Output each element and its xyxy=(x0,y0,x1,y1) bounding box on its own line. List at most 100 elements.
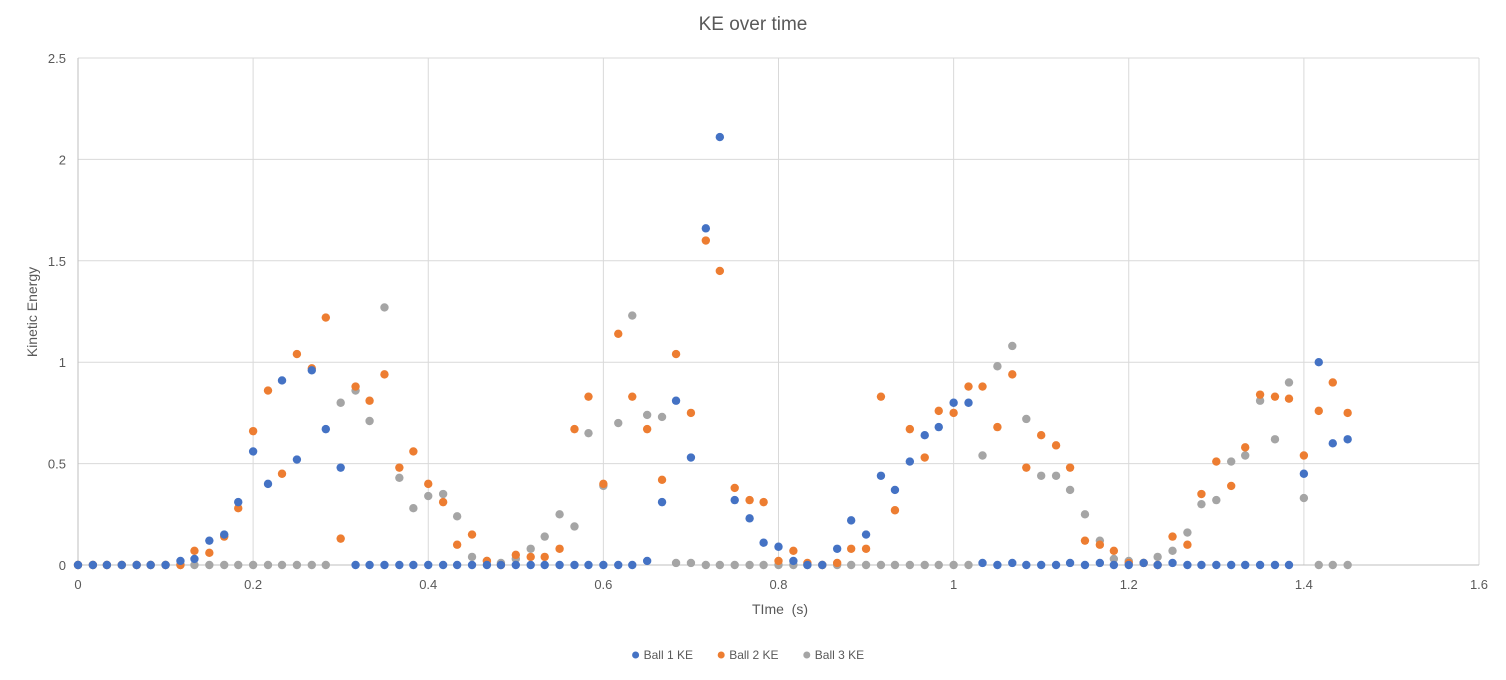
x-tick-label: 1.2 xyxy=(1120,577,1138,592)
data-point xyxy=(730,560,739,570)
data-point xyxy=(205,560,214,570)
data-point xyxy=(1080,510,1090,519)
data-point xyxy=(336,463,345,472)
data-point xyxy=(263,560,273,570)
data-point xyxy=(671,349,681,359)
data-point xyxy=(526,560,535,570)
y-axis-title: Kinetic Energy xyxy=(24,267,40,357)
legend-marker xyxy=(803,651,811,659)
data-point xyxy=(1095,540,1105,549)
chart-title: KE over time xyxy=(699,14,808,35)
data-point xyxy=(1343,408,1352,418)
data-point xyxy=(526,544,535,553)
data-point xyxy=(920,431,929,440)
data-point xyxy=(730,483,739,493)
y-tick-label: 0 xyxy=(59,558,66,573)
data-point xyxy=(861,530,871,539)
data-point xyxy=(890,560,900,570)
data-point xyxy=(1153,560,1162,570)
data-point xyxy=(1270,435,1280,444)
data-point xyxy=(993,422,1002,432)
data-point xyxy=(861,544,871,553)
data-point xyxy=(876,471,886,480)
data-point xyxy=(570,560,579,570)
data-point xyxy=(657,412,667,422)
data-point xyxy=(292,455,302,464)
data-point xyxy=(1343,435,1352,444)
data-point xyxy=(351,560,360,570)
data-point xyxy=(642,424,652,434)
data-point xyxy=(934,560,943,570)
data-point xyxy=(759,497,768,507)
y-tick-label: 2 xyxy=(59,152,66,167)
data-point xyxy=(292,560,302,570)
data-point xyxy=(934,406,943,416)
x-tick-label: 0.4 xyxy=(419,577,437,592)
data-point xyxy=(774,542,783,551)
data-point xyxy=(351,382,360,391)
x-tick-label: 1.4 xyxy=(1295,577,1313,592)
data-point xyxy=(263,386,273,395)
data-point xyxy=(132,560,141,570)
data-point xyxy=(452,512,462,521)
data-point xyxy=(190,546,199,556)
y-tick-label: 0.5 xyxy=(48,457,66,472)
series-3 xyxy=(73,303,1352,570)
data-point xyxy=(657,497,667,507)
data-point xyxy=(628,311,637,320)
data-point xyxy=(102,560,112,570)
data-point xyxy=(1109,554,1119,564)
data-point xyxy=(1197,489,1206,499)
data-point xyxy=(1168,546,1177,556)
data-point xyxy=(832,544,842,553)
data-point xyxy=(789,546,798,556)
data-point xyxy=(642,556,652,566)
data-point xyxy=(1314,560,1323,570)
data-point xyxy=(846,516,856,525)
data-point xyxy=(1109,560,1119,570)
data-point xyxy=(570,424,579,434)
data-point xyxy=(759,560,768,570)
data-point xyxy=(1008,558,1017,568)
data-point xyxy=(1328,560,1337,570)
data-point xyxy=(715,266,725,276)
data-point xyxy=(701,236,711,245)
data-point xyxy=(336,534,345,543)
data-point xyxy=(1226,481,1236,491)
data-point xyxy=(745,514,754,523)
data-point xyxy=(190,554,199,564)
data-point xyxy=(978,558,987,568)
data-point xyxy=(1008,370,1017,379)
data-point xyxy=(395,473,404,482)
data-point xyxy=(701,224,711,233)
data-point xyxy=(1022,560,1031,570)
data-point xyxy=(934,422,943,432)
data-point xyxy=(1314,358,1323,367)
data-point xyxy=(1095,558,1105,568)
data-point xyxy=(73,560,83,570)
data-point xyxy=(176,556,185,566)
data-point xyxy=(452,560,462,570)
data-point xyxy=(1212,560,1221,570)
data-point xyxy=(1284,378,1294,387)
legend-label: Ball 3 KE xyxy=(815,648,864,662)
data-point xyxy=(1241,443,1250,452)
data-point xyxy=(1065,485,1075,495)
data-point xyxy=(1168,558,1177,568)
data-point xyxy=(1255,560,1265,570)
data-point xyxy=(1036,560,1046,570)
data-point xyxy=(818,560,827,570)
data-point xyxy=(555,560,564,570)
legend-item: Ball 1 KE xyxy=(632,648,693,662)
data-point xyxy=(452,540,462,549)
data-point xyxy=(496,560,506,570)
data-point xyxy=(1008,341,1017,351)
data-point xyxy=(846,560,856,570)
data-point xyxy=(1036,431,1046,440)
data-point xyxy=(1183,528,1192,537)
data-point xyxy=(905,457,915,466)
data-point xyxy=(745,495,754,505)
data-point xyxy=(409,560,418,570)
